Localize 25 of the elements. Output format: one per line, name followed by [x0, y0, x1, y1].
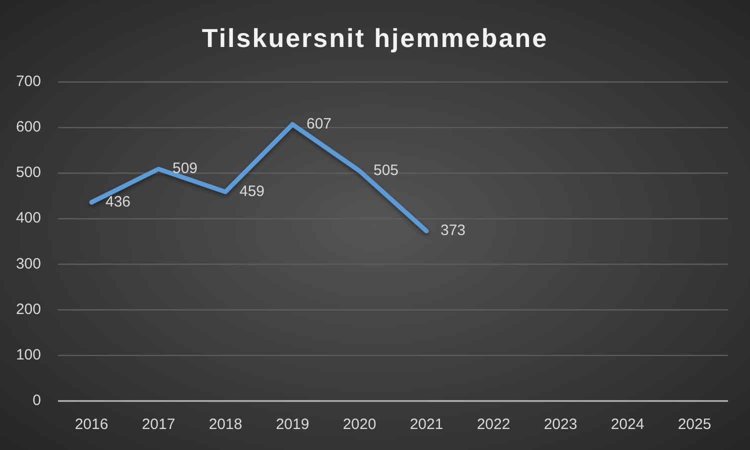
x-tick-label: 2020	[342, 416, 376, 433]
y-tick-label: 100	[16, 346, 41, 364]
y-tick-label: 400	[16, 210, 41, 227]
data-label: 436	[106, 193, 131, 210]
x-tick-label: 2024	[610, 416, 644, 433]
x-tick-label: 2019	[276, 416, 310, 433]
data-label: 505	[374, 162, 399, 179]
data-label: 373	[440, 222, 466, 239]
y-tick-label: 200	[16, 300, 41, 318]
data-label: 607	[306, 115, 332, 132]
data-label: 509	[172, 160, 198, 178]
y-tick-label: 700	[16, 72, 41, 90]
x-tick-label: 2018	[208, 416, 242, 433]
chart-title: Tilskuersnit hjemmebane	[202, 23, 548, 53]
x-tick-label: 2022	[476, 416, 510, 433]
x-tick-label: 2025	[678, 416, 712, 433]
data-label: 459	[240, 182, 265, 200]
x-tick-label: 2023	[544, 416, 578, 433]
x-tick-label: 2017	[142, 416, 176, 433]
y-tick-label: 500	[16, 164, 41, 182]
x-tick-label: 2021	[410, 416, 444, 433]
y-tick-label: 600	[16, 118, 41, 136]
y-tick-label: 0	[32, 392, 41, 409]
y-tick-label: 300	[16, 255, 41, 272]
x-tick-label: 2016	[74, 416, 108, 433]
